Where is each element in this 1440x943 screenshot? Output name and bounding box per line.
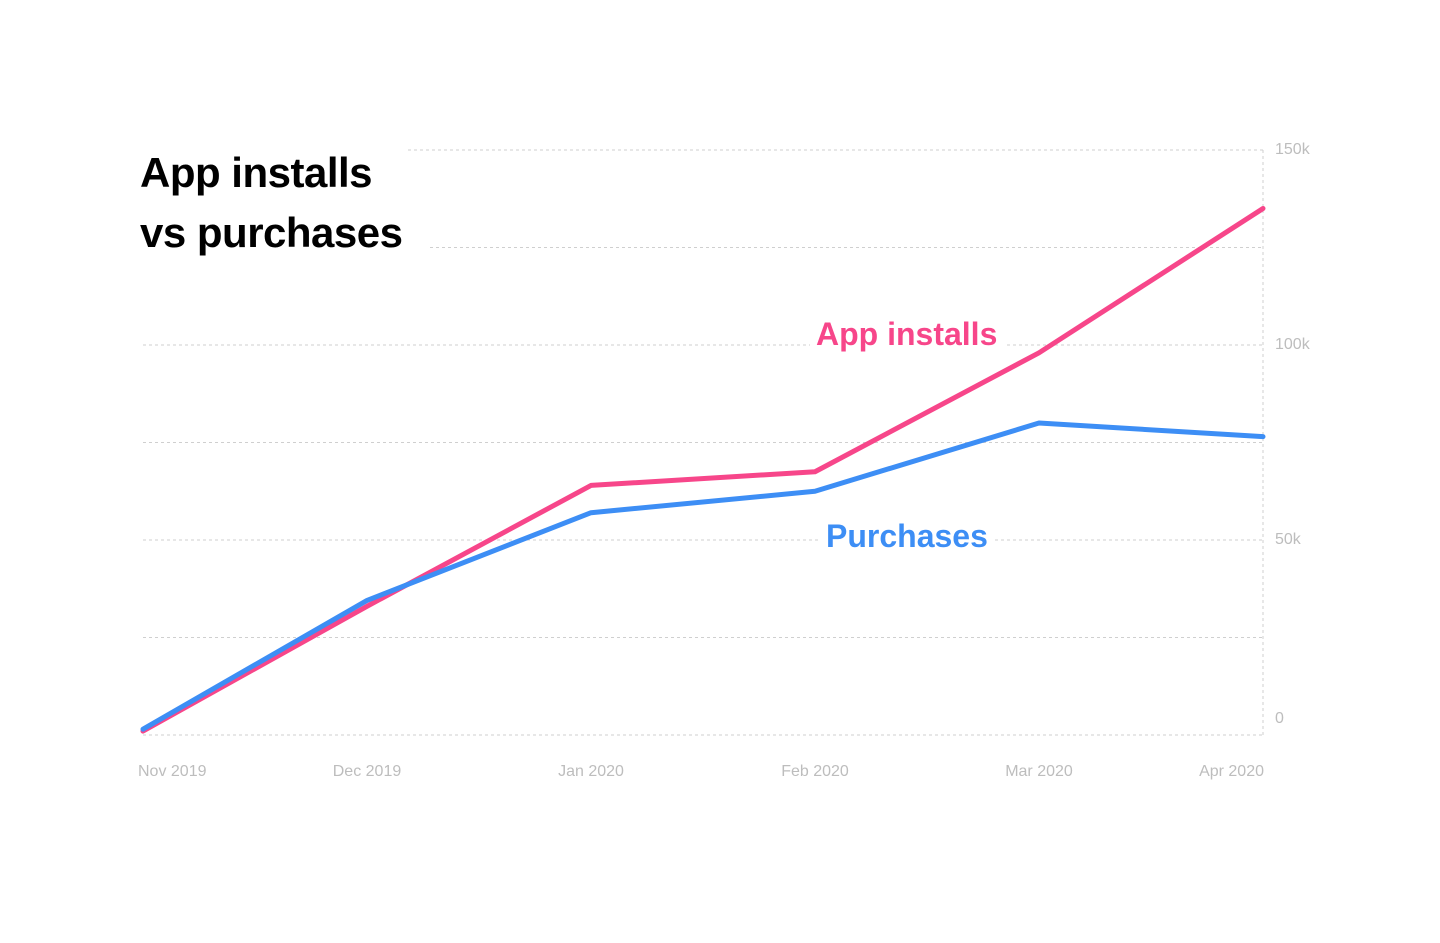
x-tick-label: Mar 2020: [1005, 763, 1073, 780]
y-tick-label: 50k: [1275, 531, 1302, 548]
series-label-purchases: Purchases: [826, 518, 988, 554]
grid-lines: [143, 149, 1264, 736]
y-tick-label: 100k: [1275, 336, 1311, 353]
series-label-app-installs: App installs: [816, 316, 997, 352]
y-axis-ticks: 0 50k 100k 150k: [1275, 141, 1311, 727]
chart-title: App installs vs purchases: [140, 149, 403, 256]
title-line-1: App installs: [140, 149, 372, 196]
x-tick-label: Feb 2020: [781, 763, 849, 780]
x-tick-label: Jan 2020: [558, 763, 624, 780]
series-line-app-installs: [140, 206, 1266, 734]
x-axis-ticks: Nov 2019 Dec 2019 Jan 2020 Feb 2020 Mar 2020…: [138, 763, 1264, 780]
series-label-background: [820, 513, 992, 557]
x-tick-label: Dec 2019: [333, 763, 402, 780]
y-tick-label: 150k: [1275, 141, 1311, 158]
series-labels: App installs Purchases: [810, 311, 1005, 557]
series-line-purchases: [140, 420, 1266, 732]
x-tick-label: Nov 2019: [138, 763, 207, 780]
series-lines: [140, 206, 1266, 734]
x-tick-label: Apr 2020: [1199, 763, 1264, 780]
title-line-2: vs purchases: [140, 209, 403, 256]
y-tick-label: 0: [1275, 710, 1284, 727]
series-label-background: [810, 311, 1005, 355]
